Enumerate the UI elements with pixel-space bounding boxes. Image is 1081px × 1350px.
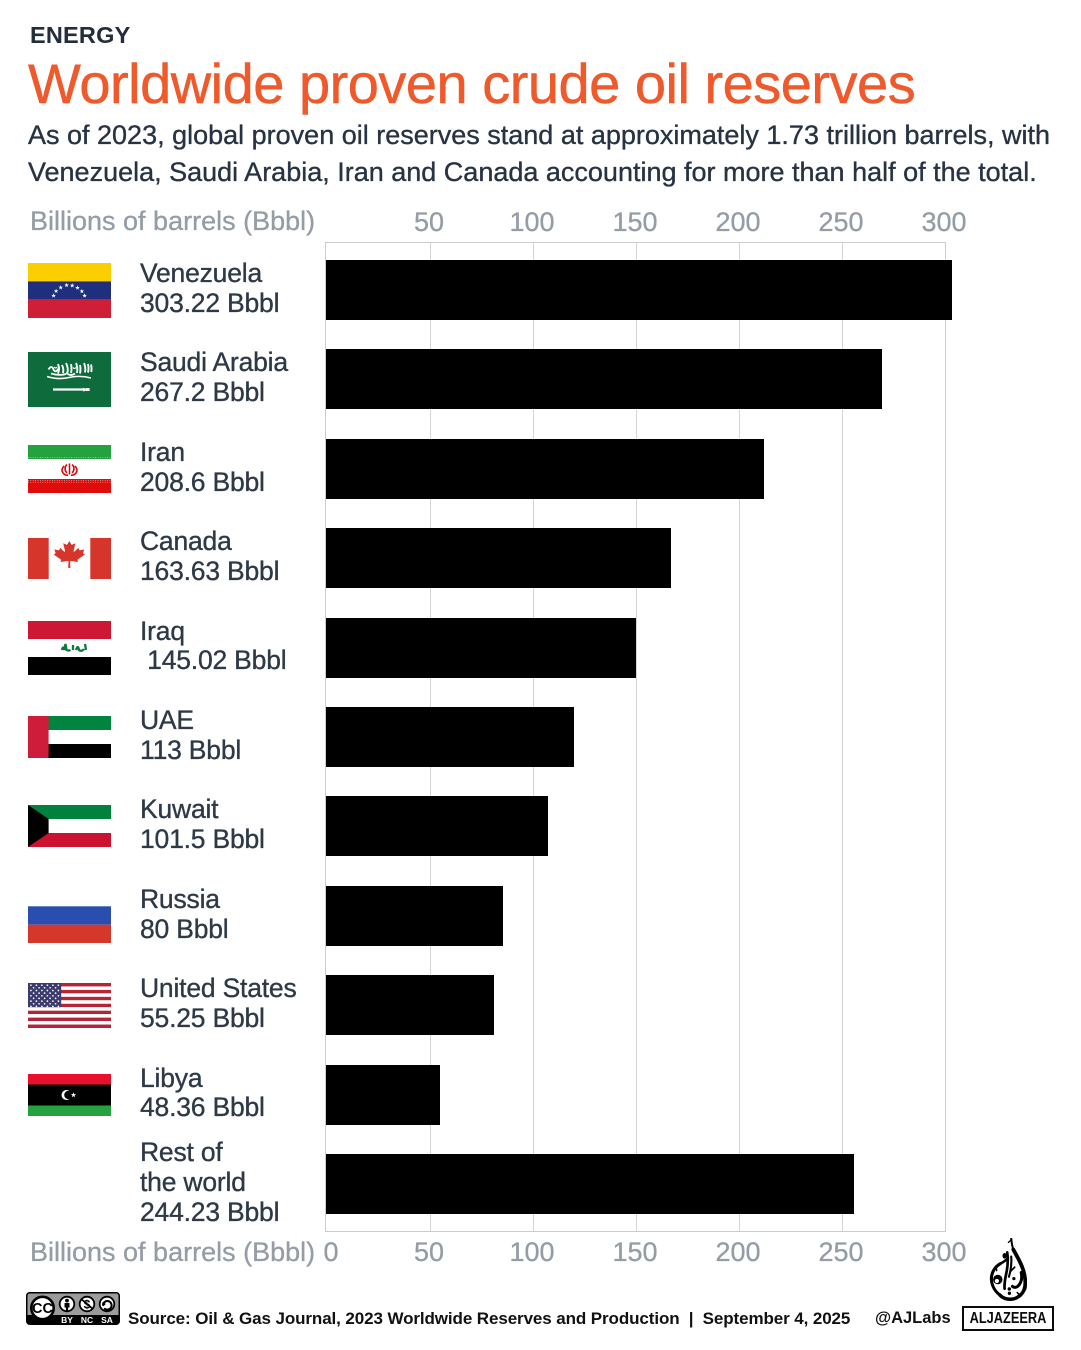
- svg-text:SA: SA: [101, 1315, 113, 1325]
- svg-text:BY: BY: [61, 1315, 73, 1325]
- svg-text:CC: CC: [32, 1301, 53, 1317]
- svg-text:NC: NC: [81, 1315, 93, 1325]
